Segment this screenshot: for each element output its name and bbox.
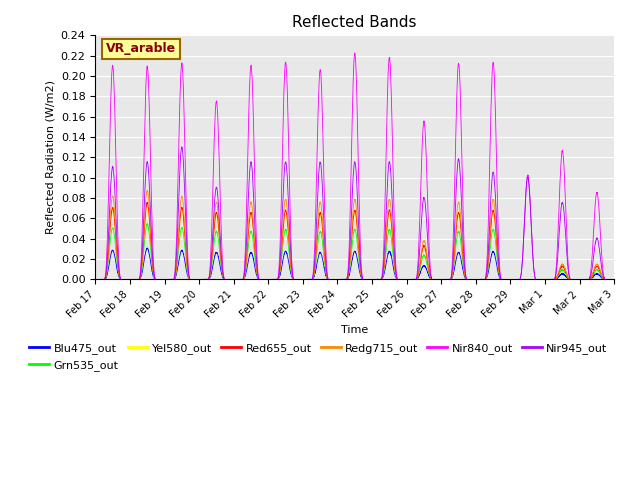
Blu475_out xyxy=(610,276,618,282)
Yel580_out xyxy=(405,276,413,282)
Red655_out xyxy=(237,276,244,282)
Redg715_out xyxy=(561,266,569,272)
Grn535_out xyxy=(561,270,569,276)
Redg715_out xyxy=(237,276,244,282)
Yel580_out xyxy=(203,276,211,282)
Nir945_out xyxy=(178,144,186,150)
Grn535_out xyxy=(143,221,151,227)
Text: VR_arable: VR_arable xyxy=(106,42,176,55)
Blu475_out xyxy=(237,276,244,282)
Nir945_out xyxy=(405,276,413,282)
Yel580_out xyxy=(561,268,569,274)
X-axis label: Time: Time xyxy=(341,325,369,335)
Nir840_out xyxy=(351,50,358,56)
Red655_out xyxy=(92,276,99,282)
Red655_out xyxy=(611,276,618,282)
Blu475_out xyxy=(561,272,569,278)
Legend: Blu475_out, Grn535_out, Yel580_out, Red655_out, Redg715_out, Nir840_out, Nir945_: Blu475_out, Grn535_out, Yel580_out, Red6… xyxy=(25,339,612,375)
Blu475_out xyxy=(92,276,99,282)
Line: Yel580_out: Yel580_out xyxy=(95,205,614,279)
Nir945_out xyxy=(611,276,618,282)
Red655_out xyxy=(561,267,569,273)
Line: Redg715_out: Redg715_out xyxy=(95,191,614,279)
Nir840_out xyxy=(611,276,618,282)
Red655_out xyxy=(414,272,422,278)
Redg715_out xyxy=(611,276,618,282)
Blu475_out xyxy=(414,274,422,280)
Grn535_out xyxy=(405,276,413,282)
Grn535_out xyxy=(611,276,618,282)
Nir945_out xyxy=(92,276,99,282)
Nir945_out xyxy=(561,222,569,228)
Line: Grn535_out: Grn535_out xyxy=(95,224,614,279)
Line: Nir945_out: Nir945_out xyxy=(95,147,614,279)
Redg715_out xyxy=(203,276,211,282)
Redg715_out xyxy=(405,276,413,282)
Red655_out xyxy=(143,200,151,205)
Nir840_out xyxy=(236,276,244,282)
Redg715_out xyxy=(143,188,151,193)
Blu475_out xyxy=(143,245,151,251)
Nir840_out xyxy=(561,185,569,191)
Blu475_out xyxy=(611,276,618,282)
Yel580_out xyxy=(610,276,618,282)
Nir840_out xyxy=(405,276,413,282)
Y-axis label: Reflected Radiation (W/m2): Reflected Radiation (W/m2) xyxy=(45,81,55,234)
Line: Nir840_out: Nir840_out xyxy=(95,53,614,279)
Nir840_out xyxy=(610,276,618,282)
Nir945_out xyxy=(610,276,618,282)
Yel580_out xyxy=(237,276,244,282)
Line: Blu475_out: Blu475_out xyxy=(95,248,614,279)
Nir840_out xyxy=(414,257,422,263)
Nir945_out xyxy=(237,276,244,282)
Title: Reflected Bands: Reflected Bands xyxy=(292,15,417,30)
Blu475_out xyxy=(405,276,413,282)
Yel580_out xyxy=(414,272,422,278)
Redg715_out xyxy=(610,276,618,282)
Redg715_out xyxy=(92,276,99,282)
Nir840_out xyxy=(203,276,211,282)
Nir945_out xyxy=(203,276,211,282)
Grn535_out xyxy=(237,276,244,282)
Line: Red655_out: Red655_out xyxy=(95,203,614,279)
Grn535_out xyxy=(610,276,618,282)
Redg715_out xyxy=(414,271,422,276)
Yel580_out xyxy=(611,276,618,282)
Grn535_out xyxy=(92,276,99,282)
Red655_out xyxy=(610,276,618,282)
Red655_out xyxy=(405,276,413,282)
Nir945_out xyxy=(414,266,422,272)
Red655_out xyxy=(203,276,211,282)
Yel580_out xyxy=(143,203,151,208)
Blu475_out xyxy=(203,276,211,282)
Grn535_out xyxy=(203,276,211,282)
Nir840_out xyxy=(92,276,99,282)
Yel580_out xyxy=(92,276,99,282)
Grn535_out xyxy=(414,274,422,279)
